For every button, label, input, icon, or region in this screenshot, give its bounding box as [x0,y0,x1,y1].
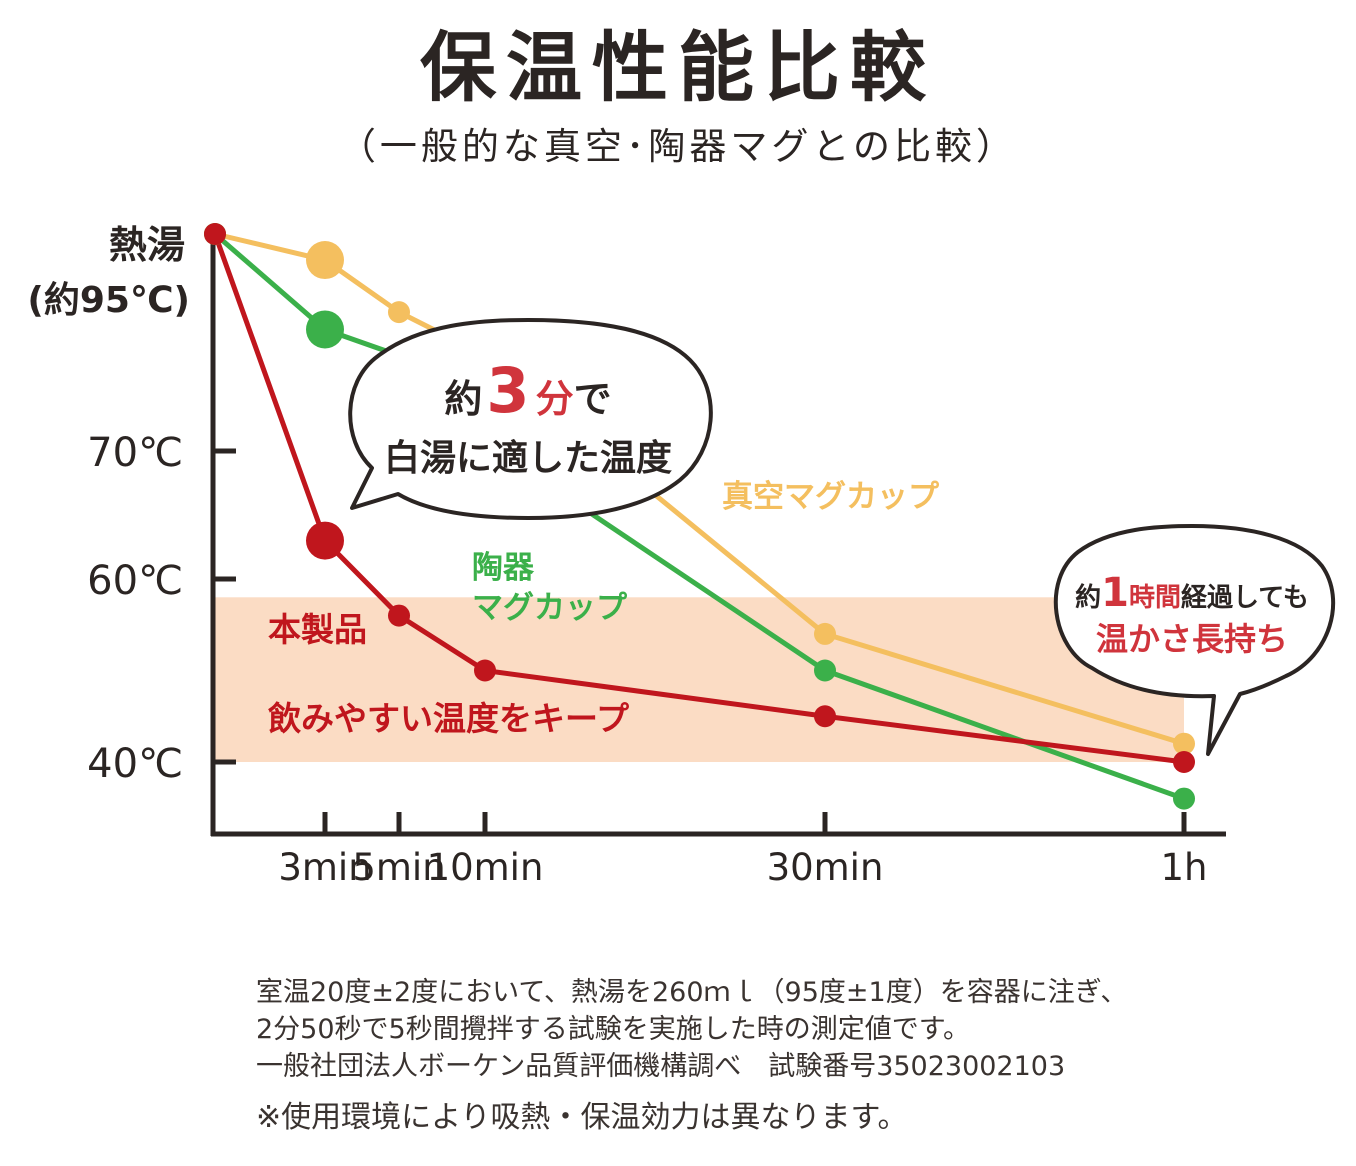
data-point-product [814,705,836,728]
y-tick-label: 60℃ [87,558,183,604]
callout-3min: 約3 分で 白湯に適した温度 [348,318,713,520]
data-point-product [474,659,496,682]
y-tick-label: 40℃ [87,741,183,787]
callout-3min-pre: 約 [444,377,482,421]
series-line-product [212,233,1185,765]
note-line-2: 2分50秒で5秒間攪拌する試験を実施した時の測定値です。 [256,1014,971,1045]
series-label-ceramic-line2: マグカップ [472,590,628,626]
x-tick-label: 10min [427,846,544,889]
series-label-vacuum: 真空マグカップ [722,479,940,515]
keep-temperature-band [215,597,1184,762]
keep-temperature-label: 飲みやすい温度をキープ [268,699,630,738]
data-point-product [1173,751,1195,773]
data-point-ceramic [814,659,836,682]
data-point-product [388,604,410,627]
callout-3min-line2: 白湯に適した温度 [384,438,672,479]
y-tick-label-hot: 熱湯 [109,223,185,267]
data-point-ceramic [1173,787,1195,810]
callout-1h: 約1時間経過しても 温かさ長持ち [1053,524,1336,756]
callout-3min-post: で [574,377,612,421]
x-tick-label: 30min [767,846,884,889]
series-label-ceramic-line1: 陶器 [472,550,535,586]
x-tick-label: 1h [1161,846,1208,889]
data-point-product [306,521,344,560]
temperature-chart: 飲みやすい温度をキープ 熱湯 (約95℃) 70℃ 60℃ 40℃ 3min5min10… [27,223,1336,889]
x-tick-label: 3min [278,846,371,889]
data-point-vacuum [814,622,836,645]
caution-note: ※使用環境により吸熱・保温効力は異なります。 [256,1100,908,1135]
chart-subtitle: （一般的な真空･陶器マグとの比較） [338,125,1018,168]
callout-1h-post: 経過しても [1181,582,1309,613]
callout-1h-pre: 約 [1075,582,1101,613]
data-point-product [204,223,226,245]
note-line-3: 一般社団法人ボーケン品質評価機構調べ 試験番号35023002103 [256,1051,1066,1082]
y-tick-label: 70℃ [87,430,183,476]
series-label-product: 本製品 [268,610,367,649]
callout-3min-bubble [348,318,713,520]
callout-1h-bubble [1053,524,1336,756]
data-point-vacuum [388,301,410,324]
callout-1h-number: 1 [1101,570,1129,616]
x-tick-label: 5min [352,846,445,889]
y-ticks: 熱湯 (約95℃) 70℃ 60℃ 40℃ [27,223,236,787]
callout-3min-unit: 分 [536,377,574,421]
svg-text:約1時間経過しても: 約1時間経過しても [1075,570,1309,616]
data-point-vacuum [1173,732,1195,755]
callout-3min-number: 3 [486,354,529,427]
chart-title: 保温性能比較 [420,23,936,112]
data-point-vacuum [306,241,344,280]
test-notes: 室温20度±2度において、熱湯を260ｍｌ（95度±1度）を容器に注ぎ、 2分5… [256,974,1316,1136]
y-tick-label-hot-approx: (約95℃) [27,280,190,321]
note-line-1: 室温20度±2度において、熱湯を260ｍｌ（95度±1度）を容器に注ぎ、 [256,977,1128,1008]
callout-1h-unit: 時間 [1129,583,1181,613]
data-point-ceramic [306,310,344,349]
callout-1h-line2: 温かさ長持ち [1096,620,1288,658]
